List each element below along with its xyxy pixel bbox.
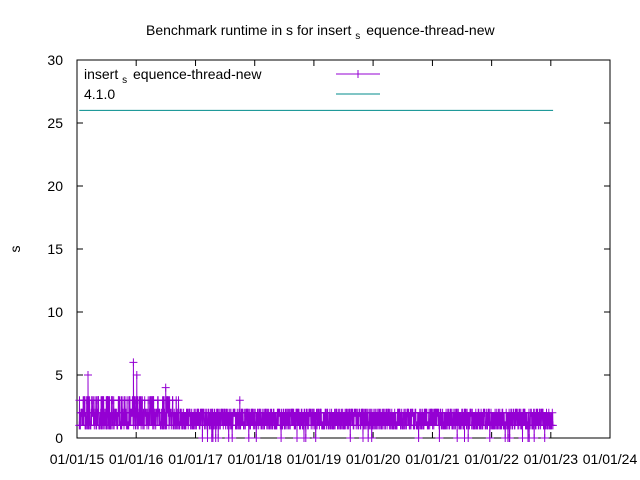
- data-point-marker: [414, 434, 423, 442]
- y-tick-label: 30: [47, 52, 63, 68]
- y-axis-label: s: [7, 246, 23, 253]
- legend-label-series-1: insert s equence-thread-new: [84, 66, 262, 86]
- y-tick-label: 0: [55, 430, 63, 446]
- y-tick-label: 10: [47, 304, 63, 320]
- x-tick-label: 01/01/21: [405, 451, 460, 467]
- data-point-marker: [505, 434, 514, 442]
- data-point-marker: [101, 408, 110, 417]
- data-point-marker: [453, 434, 462, 442]
- data-point-marker: [132, 371, 141, 379]
- data-point-marker: [540, 434, 549, 442]
- x-tick-label: 01/01/18: [227, 451, 282, 467]
- data-point-marker: [214, 434, 223, 442]
- data-point-marker: [293, 434, 301, 442]
- data-point-marker: [277, 434, 286, 442]
- data-point-marker: [485, 434, 494, 442]
- x-axis: 01/01/15 01/01/16 01/01/17 01/01/18 01/01/19…: [50, 60, 638, 467]
- x-tick-label: 01/01/24: [583, 451, 638, 467]
- data-point-marker: [346, 434, 355, 442]
- data-point-marker: [548, 421, 557, 430]
- x-tick-label: 01/01/22: [464, 451, 519, 467]
- y-axis: 0 5 10 15 20 25 30: [47, 52, 610, 446]
- data-point-marker: [235, 396, 244, 405]
- data-point-marker: [548, 408, 557, 417]
- y-tick-label: 25: [47, 115, 63, 131]
- x-tick-label: 01/01/16: [109, 451, 164, 467]
- data-point-marker: [367, 434, 376, 442]
- data-point-marker: [174, 396, 183, 405]
- data-point-marker: [244, 434, 253, 442]
- x-tick-label: 01/01/15: [50, 451, 105, 467]
- x-tick-label: 01/01/19: [287, 451, 342, 467]
- data-point-marker: [301, 434, 310, 442]
- data-point-marker: [464, 434, 473, 442]
- legend-marker-series-1: [354, 70, 362, 78]
- series-layer: [75, 109, 557, 442]
- x-tick-label: 01/01/17: [168, 451, 223, 467]
- y-tick-label: 5: [55, 367, 63, 383]
- x-tick-label: 01/01/23: [524, 451, 579, 467]
- legend: insert s equence-thread-new 4.1.0: [84, 66, 380, 102]
- series-markers-insert-sequence-thread-new: [75, 358, 557, 442]
- data-point-marker: [129, 358, 138, 367]
- legend-label-series-2: 4.1.0: [84, 86, 115, 102]
- chart-title: Benchmark runtime in s for insert s eque…: [146, 22, 495, 42]
- data-point-marker: [252, 434, 261, 442]
- x-tick-label: 01/01/20: [346, 451, 401, 467]
- data-point-marker: [311, 434, 320, 442]
- y-tick-label: 20: [47, 178, 63, 194]
- data-point-marker: [84, 371, 92, 379]
- plot-frame: [76, 59, 611, 439]
- y-tick-label: 15: [47, 241, 63, 257]
- data-point-marker: [228, 434, 237, 442]
- data-point-marker: [435, 434, 444, 442]
- data-point-marker: [530, 434, 539, 442]
- data-point-marker: [161, 383, 170, 392]
